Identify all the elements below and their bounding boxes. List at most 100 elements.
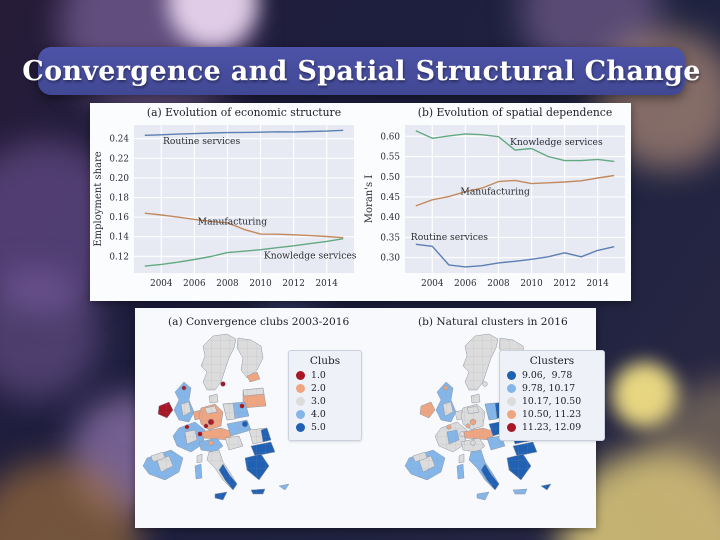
legend-label: 2.0 [311,383,326,394]
y-tick-label: 0.22 [109,154,129,164]
region-borders-overlay [173,422,205,452]
legend-color-dot [296,410,305,419]
legend-title: Clusters [529,355,575,367]
region-borders-overlay [461,438,485,452]
line-charts-panel: 2004 2006 2008 2010 2012 2014 0.12 0.14 0.16 0.18… [90,103,631,301]
choropleth-map-natural-clusters [404,333,552,501]
legend-item: 10.17, 10.50 [507,396,597,407]
series-line [415,243,615,268]
legend-color-dot [296,397,305,406]
series-label: Routine services [411,232,489,243]
region-borders-overlay [420,402,435,418]
region-borders-overlay [461,404,485,430]
series-label: Manufacturing [198,216,268,227]
region-borders-overlay [463,334,498,390]
y-tick-label: 0.40 [380,213,400,223]
region-borders-overlay [507,454,531,480]
x-tick-label: 2012 [553,279,575,289]
title-banner: Convergence and Spatial Structural Chang… [22,47,700,95]
region-borders-overlay [541,484,551,490]
region-borders-overlay [513,489,527,494]
y-tick-label: 0.24 [109,135,129,145]
y-axis-label: Employment share [93,151,104,246]
legend-title: Clubs [309,355,341,367]
legend-label: 1.0 [311,370,326,381]
region-borders-overlay [457,464,464,479]
y-tick-label: 0.18 [109,194,129,204]
region-borders-overlay [201,334,236,390]
series-line [415,174,615,207]
legend-label: 10.17, 10.50 [522,396,582,407]
legend-item: 5.0 [296,422,354,433]
legend-label: 9.78, 10.17 [522,383,576,394]
y-axis-label: Moran's I [364,175,375,224]
legend-items: 1.0 2.0 3.0 4.0 5.0 [296,370,354,433]
legend-label: 9.06, 9.78 [522,370,573,381]
legend-clubs: Clubs 1.0 2.0 3.0 4.0 5.0 [288,350,362,441]
legend-color-dot [296,371,305,380]
x-tick-label: 2010 [520,279,543,289]
line-chart-spatial-dependence: 2004 2006 2008 2010 2012 2014 0.30 0.35 0.40 0.45… [364,106,625,289]
region-borders-overlay [463,428,495,440]
x-tick-label: 2014 [587,279,610,289]
y-tick-label: 0.14 [109,233,129,243]
legend-label: 3.0 [311,396,326,407]
series-label: Knowledge services [510,137,603,148]
legend-item: 4.0 [296,409,354,420]
x-tick-label: 2004 [150,279,173,289]
legend-item: 10.50, 11.23 [507,409,597,420]
region-borders-overlay [405,450,445,480]
bokeh-light [0,270,100,400]
chart-title: (a) Evolution of economic structure [147,106,341,119]
plot-area [134,125,354,273]
map-title-natural-clusters: (b) Natural clusters in 2016 [418,316,568,328]
legend-label: 11.23, 12.09 [522,422,582,433]
x-tick-label: 2008 [216,279,238,289]
y-tick-label: 0.55 [380,153,400,163]
region-borders-overlay [158,402,173,418]
map-region-oslo-dot [220,381,226,387]
region-borders-overlay [435,422,467,452]
y-tick-label: 0.50 [380,173,400,183]
x-tick-label: 2006 [183,279,206,289]
region-borders-overlay [459,454,464,463]
region-borders-overlay [469,450,499,490]
region-borders-overlay [199,404,223,430]
region-borders-overlay [201,428,233,440]
y-tick-label: 0.16 [109,213,129,223]
x-tick-label: 2010 [249,279,272,289]
region-borders-overlay [227,420,251,436]
region-borders-overlay [279,484,289,490]
region-borders-overlay [199,438,223,452]
legend-color-dot [507,384,516,393]
region-borders-overlay [197,454,202,463]
map-title-convergence-clubs: (a) Convergence clubs 2003-2016 [168,316,350,328]
legend-color-dot [296,423,305,432]
legend-color-dot [507,423,516,432]
series-line [415,130,615,163]
region-borders-overlay [174,382,194,422]
region-borders-overlay [143,450,183,480]
series-line [144,212,344,239]
map-region-oslo-dot [482,381,488,387]
legend-label: 4.0 [311,409,326,420]
region-borders-overlay [207,450,237,490]
y-tick-label: 0.12 [109,252,129,262]
region-borders-overlay [249,428,271,444]
x-tick-label: 2008 [487,279,509,289]
legend-item: 9.06, 9.78 [507,370,597,381]
chart-title: (b) Evolution of spatial dependence [418,106,613,119]
series-label: Routine services [163,136,241,147]
x-tick-label: 2012 [282,279,304,289]
legend-clusters: Clusters 9.06, 9.78 9.78, 10.17 10.17, 10.… [499,350,605,441]
y-tick-label: 0.35 [380,233,400,243]
y-tick-label: 0.30 [380,254,400,264]
region-borders-overlay [251,489,265,494]
line-chart-economic-structure: 2004 2006 2008 2010 2012 2014 0.12 0.14 0.16 0.18… [93,106,357,289]
series-line [144,129,344,136]
region-borders-overlay [215,492,227,500]
bokeh-light [612,362,678,428]
series-label: Knowledge services [264,250,357,261]
x-tick-label: 2006 [454,279,477,289]
